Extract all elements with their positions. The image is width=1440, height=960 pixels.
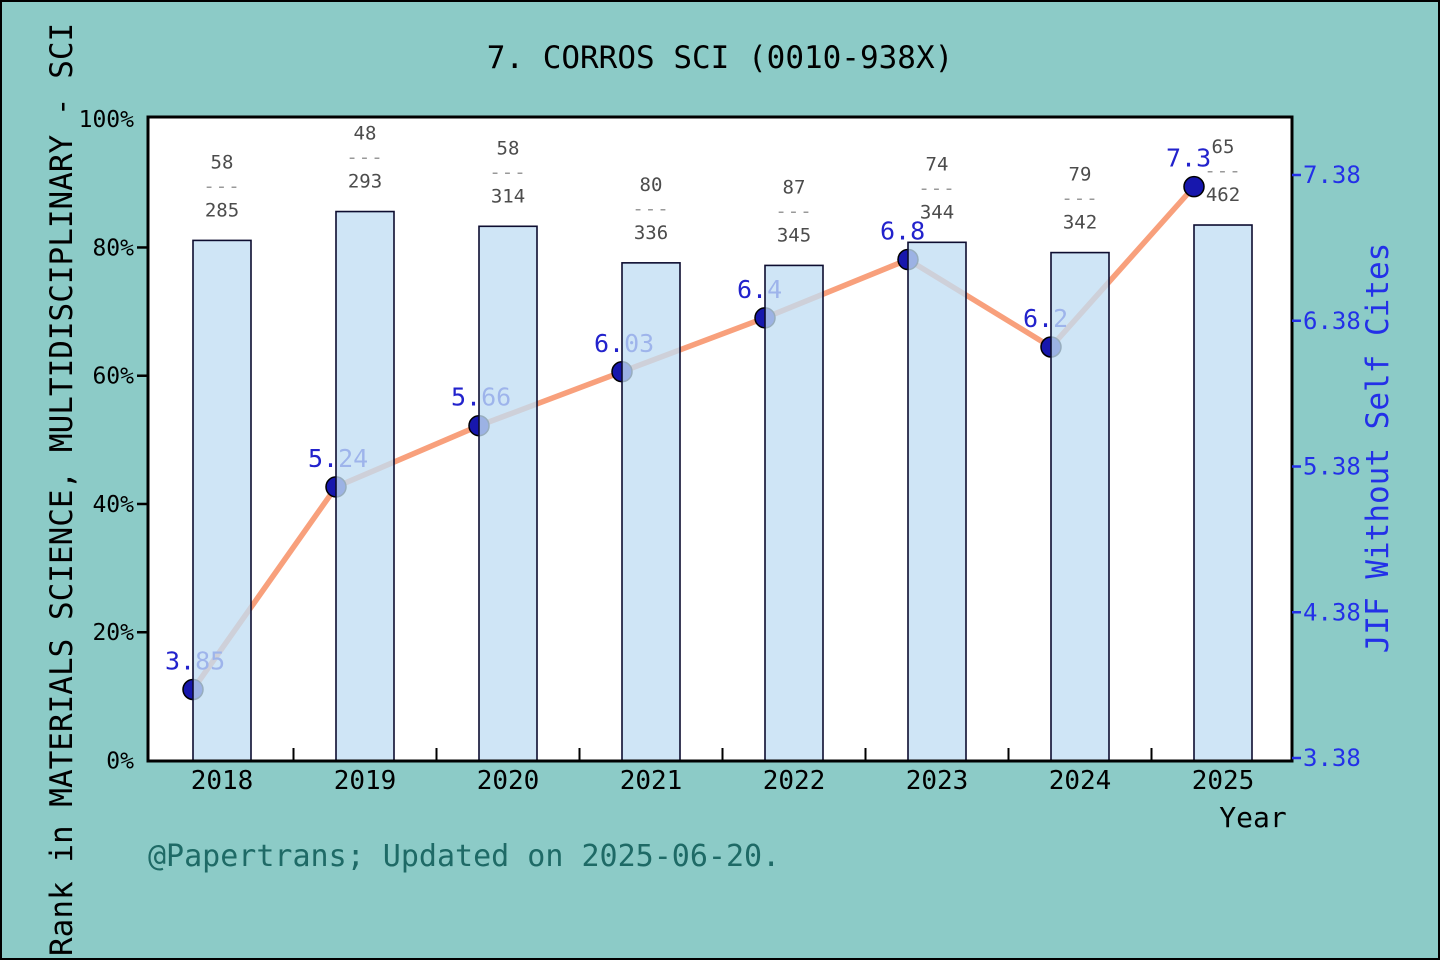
x-tick-label-2020: 2020 [477,766,540,796]
x-tick-label-2021: 2021 [620,766,683,796]
rank-denominator-2018: 285 [205,199,239,221]
y-left-tick-label-40%: 40% [92,492,134,518]
rank-numerator-2019: 48 [354,123,377,145]
rank-bar-2024 [1050,251,1110,762]
x-tick-label-2018: 2018 [191,766,254,796]
axis-tick-layer: 0% 20% 40% 60% 80% 100% 3.38 4.38 5.38 6.38 7.38 20… [79,107,1361,796]
plot-frame [146,115,1294,763]
rank-fraction-2020: 58---314 [489,137,526,207]
y-left-tick-label-20%: 20% [92,620,134,646]
rank-numerator-2024: 79 [1069,164,1092,186]
rank-fraction-2023: 74---344 [918,153,955,223]
rank-denominator-2020: 314 [491,185,525,207]
rank-numerator-2022: 87 [783,176,806,198]
rank-denominator-2024: 342 [1063,212,1097,234]
rank-fraction-2024: 79---342 [1061,164,1098,234]
rank-fraction-2025: 65---462 [1204,136,1241,206]
y-right-tick-label-7.38: 7.38 [1303,161,1361,189]
y-right-axis-label: JIF Without Self Cites [1360,243,1396,654]
rank-fraction-bar-2018: --- [203,175,240,197]
jif-value-label-2023: 6.8 [880,217,925,246]
rank-denominator-2021: 336 [634,222,668,244]
rank-bar-2023 [907,241,967,762]
y-right-tick-label-4.38: 4.38 [1303,598,1361,626]
y-left-tick-label-100%: 100% [79,107,135,133]
rank-fraction-2022: 87---345 [775,176,812,246]
x-tick-label-2025: 2025 [1192,766,1255,796]
y-right-tick-label-3.38: 3.38 [1303,744,1361,772]
rank-fraction-bar-2022: --- [775,200,812,222]
rank-bar-2020 [478,225,538,762]
rank-numerator-2020: 58 [497,137,520,159]
y-left-tick-label-0%: 0% [106,749,134,775]
y-right-tick-label-5.38: 5.38 [1303,453,1361,481]
rank-fraction-bar-2023: --- [918,177,955,199]
rank-fraction-bar-2024: --- [1061,188,1098,210]
rank-fraction-2018: 58---285 [203,151,240,221]
y-left-tick-label-60%: 60% [92,364,134,390]
x-axis-label: Year [1219,801,1286,834]
caption: @Papertrans; Updated on 2025-06-20. [148,839,780,874]
rank-fraction-bar-2021: --- [632,198,669,220]
x-tick-label-2024: 2024 [1049,766,1112,796]
x-tick-label-2023: 2023 [906,766,969,796]
rank-fraction-layer: 58---28548---29358---31480---33687---345… [203,123,1241,247]
rank-numerator-2025: 65 [1212,136,1235,158]
y-right-tick-label-6.38: 6.38 [1303,307,1361,335]
x-tick-label-2019: 2019 [334,766,397,796]
rank-bar-2022 [764,264,824,762]
rank-bar-layer [192,210,1253,762]
rank-fraction-bar-2020: --- [489,161,526,183]
plot-area [148,117,1292,761]
y-left-axis-label: Rank in MATERIALS SCIENCE, MULTIDISCIPLI… [44,23,80,956]
jif-value-label-2025: 7.3 [1166,144,1211,173]
rank-bar-2021 [621,262,681,762]
rank-numerator-2018: 58 [211,151,234,173]
rank-bar-2025 [1193,224,1253,762]
rank-denominator-2019: 293 [348,171,382,193]
rank-denominator-2022: 345 [777,224,811,246]
rank-numerator-2021: 80 [640,174,663,196]
chart-title: 7. CORROS SCI (0010-938X) [487,40,954,76]
rank-denominator-2023: 344 [920,201,954,223]
x-tick-label-2022: 2022 [763,766,826,796]
rank-fraction-bar-2025: --- [1204,160,1241,182]
rank-denominator-2025: 462 [1206,184,1240,206]
rank-bar-2019 [335,210,395,762]
rank-fraction-2021: 80---336 [632,174,669,244]
rank-fraction-2019: 48---293 [346,123,383,193]
y-left-tick-label-80%: 80% [92,235,134,261]
rank-bar-2018 [192,239,252,762]
rank-numerator-2023: 74 [926,153,949,175]
jif-marker-2025 [1183,175,1205,198]
rank-fraction-bar-2019: --- [346,147,383,169]
